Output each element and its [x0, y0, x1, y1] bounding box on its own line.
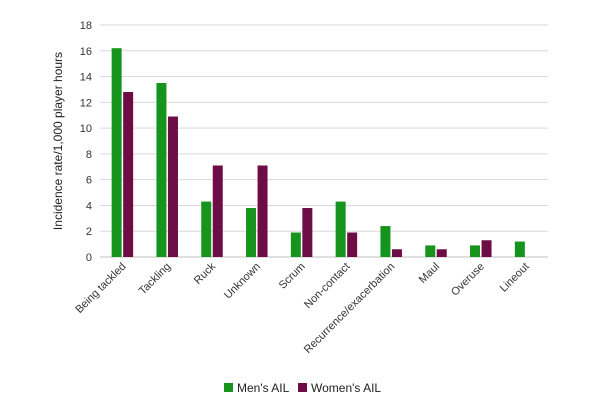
bar-women-unknown: [257, 165, 268, 257]
bar-women-being-tackled: [123, 92, 134, 258]
x-tick-label: Overuse: [449, 261, 487, 299]
x-tick-label: Unknown: [222, 261, 263, 302]
y-tick-label: 6: [86, 175, 92, 187]
gridlines: [100, 24, 548, 232]
y-tick-label: 16: [80, 46, 92, 58]
legend-label-women: Women's AIL: [311, 381, 381, 395]
y-tick-label: 0: [86, 252, 92, 264]
bar-women-non-contact: [347, 232, 358, 257]
x-tick-label: Being tackled: [73, 261, 128, 316]
bar-men-maul: [425, 245, 436, 257]
y-tick-label: 14: [80, 72, 92, 84]
bar-men-overuse: [470, 245, 481, 257]
x-tick-label: Scrum: [277, 261, 308, 292]
bar-women-scrum: [302, 208, 313, 257]
y-tick-label: 18: [80, 20, 92, 32]
bar-men-recurrence-exacerbation: [380, 226, 391, 257]
legend-swatch-men: [224, 383, 233, 392]
y-tick-label: 4: [86, 200, 92, 212]
x-tick-label: Maul: [417, 261, 442, 286]
y-tick-label: 12: [80, 97, 92, 109]
x-tick-label: Ruck: [192, 260, 219, 287]
x-tick-label: Lineout: [498, 261, 532, 295]
x-axis-ticks: Being tackled Tackling Ruck Unknown ScrumNon…: [73, 260, 531, 356]
bar-men-tackling: [156, 83, 167, 257]
y-axis-label: Incidence rate/1,000 player hours: [51, 52, 65, 230]
bar-men-lineout: [514, 241, 525, 257]
bar-men-unknown: [246, 208, 257, 257]
x-tick-label: Recurrence/exacerbation: [302, 261, 397, 356]
bar-women-maul: [436, 249, 447, 257]
y-axis-ticks: 0 2 4 6 8 10 12 14 16 18: [80, 20, 92, 264]
bar-women-ruck: [212, 165, 223, 257]
legend: Men's AIL Women's AIL: [224, 381, 381, 395]
y-tick-label: 10: [80, 123, 92, 135]
bar-women-tackling: [167, 116, 178, 257]
bar-women-overuse: [481, 240, 492, 257]
legend-swatch-women: [298, 383, 307, 392]
bars: [111, 48, 525, 258]
bar-men-scrum: [290, 232, 301, 257]
bar-women-recurrence-exacerbation: [391, 249, 402, 257]
bar-men-ruck: [201, 201, 212, 257]
bar-men-non-contact: [335, 201, 346, 257]
y-tick-label: 8: [86, 149, 92, 161]
legend-label-men: Men's AIL: [237, 381, 290, 395]
bar-men-being-tackled: [111, 48, 122, 258]
y-tick-label: 2: [86, 226, 92, 238]
x-tick-label: Tackling: [137, 261, 174, 298]
